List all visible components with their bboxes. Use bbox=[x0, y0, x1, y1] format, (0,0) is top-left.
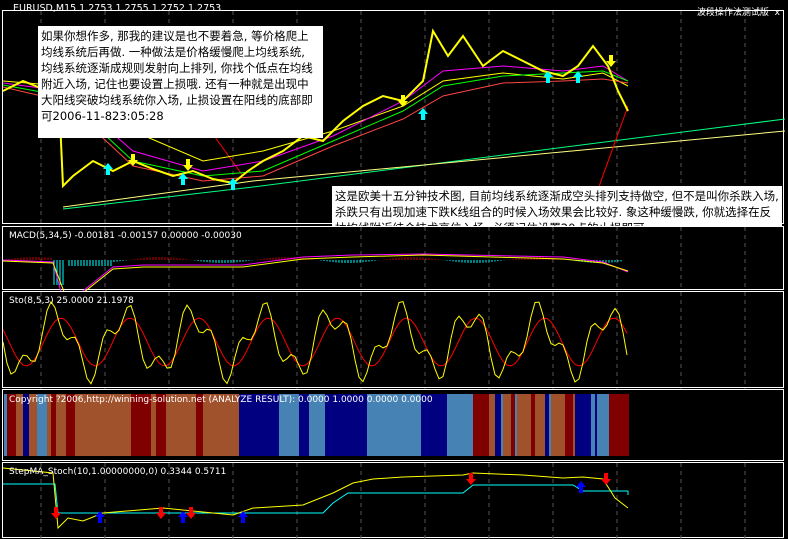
up-arrow-icon bbox=[576, 481, 586, 493]
analyze-panel[interactable]: Copyright ?2006,http://winning-solution.… bbox=[2, 389, 784, 461]
down-arrow-icon bbox=[128, 154, 138, 166]
stoch-label: Sto(8,5,3) 25.0000 21.1978 bbox=[9, 296, 134, 306]
analyze-bar bbox=[501, 394, 503, 456]
up-arrow-icon bbox=[178, 173, 188, 185]
stoch-main-line bbox=[3, 300, 628, 385]
stepma-label: StepMA_Stoch(10,1.00000000,0) 0.3344 0.5… bbox=[9, 467, 227, 477]
analyze-bar bbox=[489, 394, 495, 456]
analyze-bar bbox=[7, 394, 16, 456]
down-arrow-icon bbox=[398, 95, 408, 107]
up-arrow-icon bbox=[573, 71, 583, 83]
analyze-bar bbox=[595, 394, 597, 456]
analyze-bar bbox=[196, 394, 203, 456]
down-arrow-icon bbox=[466, 473, 476, 485]
analyze-plot bbox=[4, 394, 629, 456]
analyze-bar bbox=[203, 394, 239, 456]
up-arrow-icon bbox=[103, 163, 113, 175]
analyze-bar bbox=[535, 394, 545, 456]
up-arrow-icon bbox=[543, 71, 553, 83]
stepma-plot bbox=[3, 463, 746, 539]
analyze-bar bbox=[16, 394, 23, 456]
analyze-bar bbox=[551, 394, 565, 456]
analyze-bar bbox=[609, 394, 629, 456]
macd-line bbox=[3, 253, 629, 291]
analyze-bar bbox=[511, 394, 515, 456]
analyze-bar bbox=[37, 394, 47, 456]
analyze-bar bbox=[565, 394, 573, 456]
stoch-step-line bbox=[3, 467, 629, 530]
analyze-bar bbox=[325, 394, 367, 456]
analyze-bar bbox=[597, 394, 609, 456]
up-arrow-icon bbox=[95, 511, 105, 523]
analyze-label: Copyright ?2006,http://winning-solution.… bbox=[9, 395, 433, 405]
analyze-bar bbox=[421, 394, 447, 456]
analyze-bar bbox=[151, 394, 156, 456]
analyze-bar bbox=[66, 394, 75, 456]
analyze-bar bbox=[447, 394, 473, 456]
close-button[interactable]: x bbox=[774, 8, 780, 18]
trend-line bbox=[62, 118, 785, 210]
macd-panel[interactable]: MACD(5,34,5) -0.00181 -0.00157 0.00000 -… bbox=[2, 226, 784, 291]
down-arrow-icon bbox=[606, 55, 616, 67]
macd-plot bbox=[3, 227, 746, 291]
down-arrow-icon bbox=[186, 507, 196, 519]
symbol-label: EURUSD,M15 1.2753 1.2755 1.2752 1.2753 bbox=[13, 3, 222, 14]
analyze-bar bbox=[239, 394, 279, 456]
analyze-bar bbox=[75, 394, 131, 456]
window-title: 波段操作法测试版 x bbox=[697, 5, 780, 18]
stoch-plot bbox=[3, 292, 746, 389]
analyze-bar bbox=[166, 394, 196, 456]
analyze-bar bbox=[495, 394, 501, 456]
analyze-bar bbox=[131, 394, 151, 456]
analyze-bar bbox=[531, 394, 535, 456]
down-arrow-icon bbox=[183, 159, 193, 171]
moving-average bbox=[3, 65, 629, 172]
price-line bbox=[3, 28, 629, 189]
analyze-bar bbox=[503, 394, 511, 456]
macd-signal-line bbox=[3, 254, 629, 291]
analyze-bar bbox=[573, 394, 575, 456]
analyze-bar bbox=[23, 394, 29, 456]
stoch-signal-line bbox=[3, 317, 628, 367]
long-advice-note: 如果你想作多, 那我的建议是也不要着急, 等价格爬上均线系统后再做. 一种做法是… bbox=[38, 26, 323, 138]
up-arrow-icon bbox=[418, 108, 428, 120]
analyze-bar bbox=[591, 394, 595, 456]
down-arrow-icon bbox=[156, 507, 166, 519]
analyze-bar bbox=[4, 394, 7, 456]
moving-average bbox=[3, 78, 629, 182]
analyze-bar bbox=[29, 394, 37, 456]
analyze-bar bbox=[56, 394, 66, 456]
analyze-bar bbox=[51, 394, 56, 456]
macd-label: MACD(5,34,5) -0.00181 -0.00157 0.00000 -… bbox=[9, 231, 242, 241]
analyze-bar bbox=[545, 394, 549, 456]
trend-line-2 bbox=[62, 130, 785, 208]
up-arrow-icon bbox=[178, 511, 188, 523]
analyze-bar bbox=[309, 394, 325, 456]
analyze-bar bbox=[367, 394, 421, 456]
stepma-line bbox=[3, 483, 629, 514]
stepma-panel[interactable]: StepMA_Stoch(10,1.00000000,0) 0.3344 0.5… bbox=[2, 462, 784, 539]
analyze-bar bbox=[299, 394, 309, 456]
window-title-text: 波段操作法测试版 bbox=[696, 8, 769, 18]
analyze-bar bbox=[515, 394, 517, 456]
down-arrow-icon bbox=[51, 507, 61, 519]
analyze-bar bbox=[279, 394, 299, 456]
analyze-bar bbox=[473, 394, 489, 456]
analyze-bar bbox=[575, 394, 591, 456]
analyze-bar bbox=[517, 394, 531, 456]
up-arrow-icon bbox=[238, 511, 248, 523]
analyze-bar bbox=[47, 394, 51, 456]
down-arrow-icon bbox=[601, 473, 611, 485]
analyze-bar bbox=[156, 394, 166, 456]
analyze-bar bbox=[549, 394, 551, 456]
stoch-panel[interactable]: Sto(8,5,3) 25.0000 21.1978 bbox=[2, 291, 784, 389]
up-arrow-icon bbox=[228, 178, 238, 190]
